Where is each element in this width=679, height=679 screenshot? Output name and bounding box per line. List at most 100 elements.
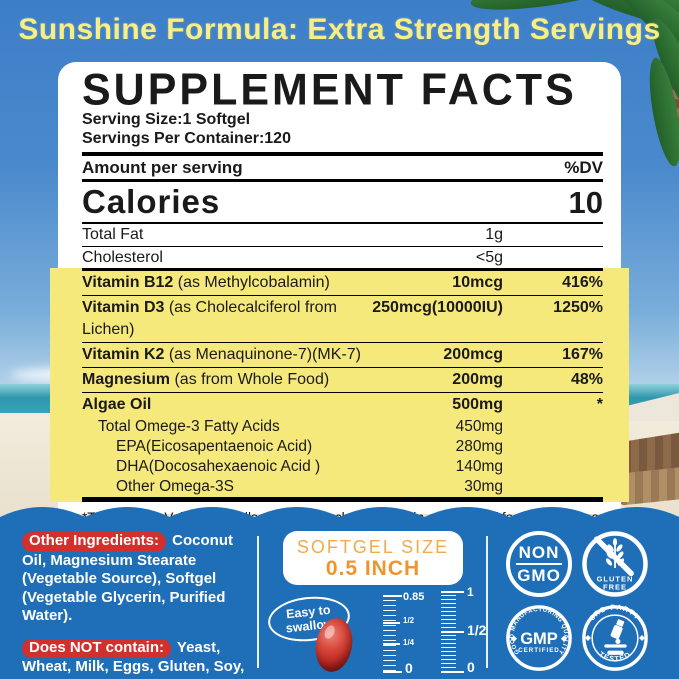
table-row: DHA(Docosahexaenoic Acid ) 140mg [82,457,603,477]
gluten-free-line1: GLUTEN [597,575,634,584]
dv-header: %DV [564,158,603,177]
does-not-contain: Does NOT contain: Yeast, Wheat, Milk, Eg… [22,638,258,679]
divider [82,222,603,224]
ruler-label: 1/2 [467,622,487,638]
nutrient-dv: 1250% [553,299,603,316]
microscope-icon [604,619,627,655]
ruler-tick [383,622,400,624]
ruler-tick [383,671,402,673]
gluten-free-badge: GLUTEN FREE [580,529,650,599]
nutrient-amount: 200mg [452,371,503,388]
column-divider [257,536,259,668]
other-ingredients: Other Ingredients: Coconut Oil, Magnesiu… [22,532,258,626]
nutrient-amount: 30mg [464,478,503,495]
wave-border [0,507,679,524]
ruler-tick [383,643,400,645]
table-row: Total Omege-3 Fatty Acids 450mg [82,417,603,437]
ruler-ticks [383,595,396,673]
table-row: Vitamin K2 (as Menaquinone-7)(MK-7) 200m… [82,343,603,368]
third-party-tested-icon: 3RD PARTY TESTED [582,602,648,671]
gluten-free-line2: FREE [603,583,627,592]
diamond-icon [584,634,591,642]
supplement-facts-panel: SUPPLEMENT FACTS Serving Size:1 Softgel … [50,62,629,544]
nutrient-name: Vitamin D3 [82,299,165,316]
ruler-label: 1 [467,585,474,599]
table-row: Magnesium (as from Whole Food) 200mg 48% [82,368,603,393]
nutrient-amount: 500mg [452,396,503,413]
nutrient-name: Cholesterol [82,248,163,266]
divider [82,179,603,182]
column-divider [486,536,488,668]
nutrient-dv: 167% [562,346,603,363]
calories-value: 10 [568,185,603,220]
non-gmo-top: NON [518,543,560,562]
amount-header: Amount per serving [82,158,243,177]
serving-size: Serving Size:1 Softgel [82,111,251,128]
slash-icon [594,536,634,577]
ruler-tick [441,591,464,593]
nutrient-name: Algae Oil [82,396,152,413]
diamond-icon [510,635,518,642]
nutrient-name: Total Fat [82,226,144,243]
other-ingredients-text: Coconut Oil, Magnesium Stearate (Vegetab… [22,532,234,624]
gmp-badge: GOOD MANUFACTURING QUALITY GMP CERTIFIED [504,603,574,673]
nutrient-name: DHA(Docosahexaenoic Acid ) [116,458,321,475]
ruler-label: 1/2 [403,616,415,625]
table-row: Vitamin D3 (as Cholecalciferol from Lich… [82,296,603,343]
third-party-top-text: 3RD PARTY [588,602,642,622]
ruler-tick [441,631,464,633]
divider [82,497,603,502]
nutrient-amount: 250mcg(10000IU) [372,299,503,316]
third-party-tested-badge: 3RD PARTY TESTED [580,602,650,673]
nutrient-amount: 140mg [455,458,503,475]
non-gmo-bottom: GMO [517,566,561,585]
table-row: Other Omega-3S 30mg [82,477,603,497]
non-gmo-badge: NON GMO [504,529,574,599]
divider [516,563,562,565]
nutrient-amount: 280mg [455,438,503,455]
nutrient-desc: (as Cholecalciferol from Lichen) [82,299,337,338]
nutrient-amount: <5g [475,248,503,266]
certification-badges: NON GMO [504,529,650,673]
nutrient-name: Other Omega-3S [116,478,235,495]
gmp-sub-text: CERTIFIED [518,647,560,654]
nutrient-name: Magnesium [82,371,171,388]
nutrient-name: EPA(Eicosapentaenoic Acid) [116,438,313,455]
nutrient-amount: 10mcg [452,274,503,291]
nutrient-desc: (as Methylcobalamin) [173,274,330,291]
gmp-center-text: GMP [520,629,558,648]
ruler-label: 0 [467,659,475,675]
nutrient-dv: 416% [562,274,603,291]
ruler-tick [441,671,464,673]
table-header: Amount per serving %DV [82,156,603,179]
ruler-label: 0 [405,660,413,676]
ruler-label: 0.85 [403,591,425,603]
nutrient-dv: * [596,396,603,413]
nutrient-amount: 200mcg [443,346,503,363]
bottom-info-bar: Other Ingredients: Coconut Oil, Magnesiu… [0,522,679,679]
gluten-free-icon: GLUTEN FREE [582,531,648,597]
nutrient-desc: (as from Whole Food) [170,371,330,388]
calories-label: Calories [82,183,221,220]
other-ingredients-label: Other Ingredients: [22,532,167,552]
table-row: Total Fat 1g [82,224,603,247]
table-row: Algae Oil 500mg * [82,393,603,417]
ruler-tick [383,595,402,597]
divider [82,152,603,156]
nutrient-amount: 450mg [455,418,503,435]
softgel-size-title: SOFTGEL SIZE [296,536,450,557]
nutrient-dv: 48% [570,371,603,388]
table-row: Vitamin B12 (as Methylcobalamin) 10mcg 4… [82,271,603,296]
nutrient-name: Vitamin K2 [82,346,165,363]
diamond-icon [560,635,568,642]
ingredients-column: Other Ingredients: Coconut Oil, Magnesiu… [22,532,258,679]
servings-per-container: Servings Per Container:120 [82,129,291,147]
nutrient-name: Vitamin B12 [82,274,174,291]
does-not-contain-label: Does NOT contain: [22,638,172,658]
panel-title: SUPPLEMENT FACTS [82,64,577,115]
banner-title: Sunshine Formula: Extra Strength Serving… [18,13,661,46]
non-gmo-icon: NON GMO [506,531,572,597]
inch-ruler: 0.85 1/2 1/4 0 [383,591,439,676]
divider [82,268,603,271]
